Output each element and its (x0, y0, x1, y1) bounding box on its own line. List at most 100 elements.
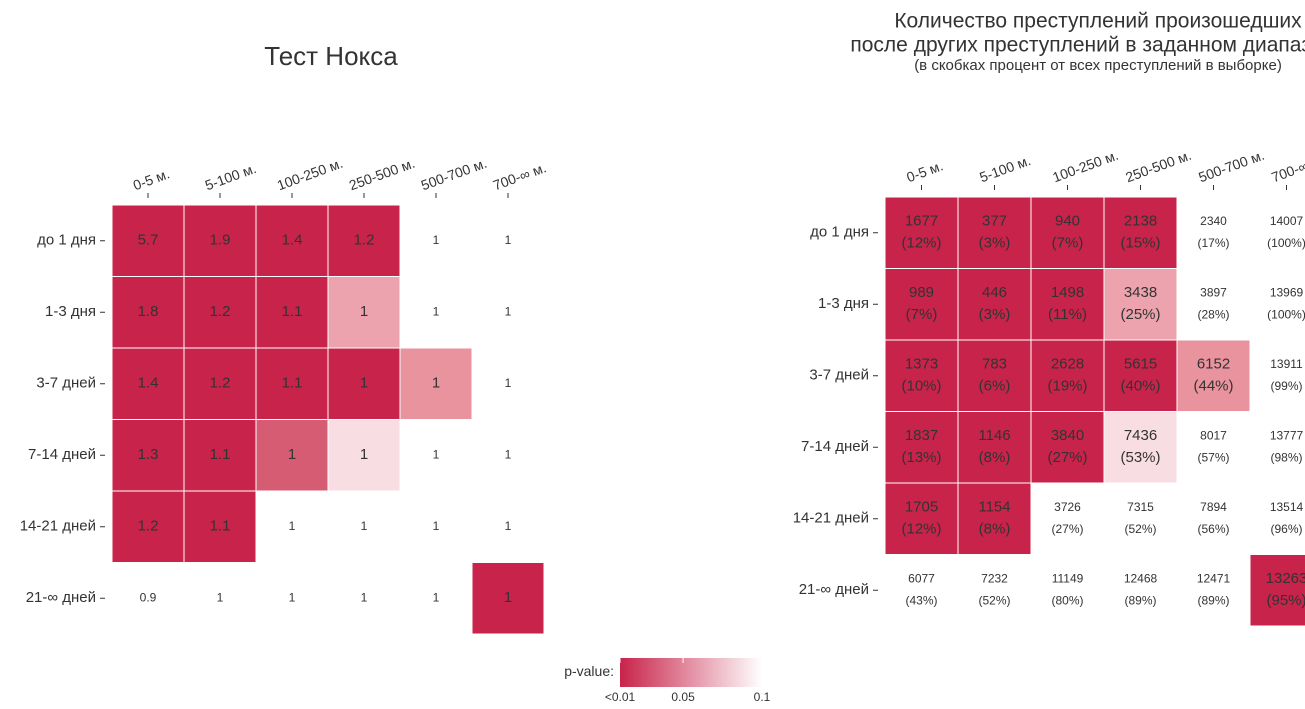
cell-value: 6152 (1197, 356, 1230, 373)
cell-value: 1705 (905, 499, 938, 516)
cell (958, 555, 1031, 627)
cell (183, 204, 257, 277)
cell (957, 339, 1032, 412)
cell-value: 1 (217, 590, 224, 604)
x-tick-label: 100-250 м. (1050, 147, 1120, 186)
cell-share: (52%) (978, 593, 1010, 607)
cell-value: 1 (433, 233, 440, 247)
cell-value: 0.9 (140, 590, 157, 604)
cell (111, 490, 185, 563)
cell (399, 347, 473, 420)
cell-share: (100%) (1267, 307, 1305, 321)
cell-value: 2628 (1051, 356, 1084, 373)
x-tick-label: 5-100 м. (203, 160, 258, 193)
chart-title: после других преступлений в заданном диа… (850, 34, 1305, 57)
cell-share: (28%) (1197, 307, 1229, 321)
legend-bar (620, 658, 762, 687)
cell-value: 1837 (905, 427, 938, 444)
cell-share: (3%) (979, 306, 1011, 323)
y-tick-label: 1-3 дня (45, 303, 96, 320)
cell-value: 1 (433, 304, 440, 318)
cell (957, 411, 1032, 484)
cell-share: (52%) (1124, 522, 1156, 536)
x-tick-label: 5-100 м. (977, 152, 1032, 185)
cell-share: (57%) (1197, 450, 1229, 464)
y-tick-label: до 1 дня (37, 232, 96, 249)
cell-value: 1.3 (138, 446, 159, 463)
cell-value: 377 (982, 213, 1007, 230)
x-tick-label: 0-5 м. (904, 157, 945, 185)
cell (1250, 197, 1305, 269)
cell-value: 1 (505, 376, 512, 390)
cell-share: (10%) (901, 378, 941, 395)
cell-share: (8%) (979, 449, 1011, 466)
cell-share: (80%) (1051, 593, 1083, 607)
cell-value: 7315 (1127, 500, 1154, 514)
cell (1030, 411, 1105, 484)
x-tick-label: 100-250 м. (275, 155, 345, 194)
cell (884, 196, 959, 269)
cell (183, 347, 257, 420)
cell (957, 482, 1032, 555)
y-tick-label: до 1 дня (810, 224, 869, 241)
cell-value: 13514 (1270, 500, 1304, 514)
x-tick-label: 700-∞ м. (1269, 151, 1305, 185)
cell-share: (53%) (1120, 449, 1160, 466)
cell-value: 940 (1055, 213, 1080, 230)
x-tick-label: 250-500 м. (1123, 147, 1193, 186)
cell-value: 1 (289, 519, 296, 533)
cell-value: 989 (909, 284, 934, 301)
chart-title: Тест Нокса (264, 41, 398, 71)
cell-value: 3840 (1051, 427, 1084, 444)
cell-value: 1 (505, 304, 512, 318)
cell (111, 347, 185, 420)
cell (884, 482, 959, 555)
x-tick-label: 500-700 м. (419, 155, 489, 194)
cell-share: (19%) (1047, 378, 1087, 395)
cell-value: 1.2 (210, 375, 231, 392)
cell (327, 419, 401, 492)
cell-value: 3726 (1054, 500, 1081, 514)
cell-value: 12471 (1197, 571, 1231, 585)
cell (111, 204, 185, 277)
cell-value: 7436 (1124, 427, 1157, 444)
cell-value: 1 (432, 375, 440, 392)
cell-value: 14007 (1270, 214, 1304, 228)
x-tick-label: 700-∞ м. (491, 159, 549, 193)
cell-share: (15%) (1120, 235, 1160, 252)
cell-share: (96%) (1270, 522, 1302, 536)
cell-value: 783 (982, 356, 1007, 373)
cell-value: 1 (433, 447, 440, 461)
cell-value: 3897 (1200, 285, 1227, 299)
cell-value: 6077 (908, 571, 935, 585)
cell-value: 1498 (1051, 284, 1084, 301)
cell-share: (95%) (1266, 592, 1305, 609)
cell (884, 339, 959, 412)
cell-value: 13263 (1266, 570, 1305, 587)
cell-value: 1 (361, 519, 368, 533)
cell-share: (3%) (979, 235, 1011, 252)
cell (471, 562, 545, 635)
cell (885, 555, 958, 627)
cell-value: 1 (360, 375, 368, 392)
x-tick-label: 250-500 м. (347, 155, 417, 194)
cell-value: 7894 (1200, 500, 1227, 514)
cell-share: (56%) (1197, 522, 1229, 536)
cell-share: (98%) (1270, 450, 1302, 464)
cell-value: 1.2 (354, 232, 375, 249)
cell-value: 7232 (981, 571, 1008, 585)
cell-value: 1 (505, 519, 512, 533)
cell (1176, 339, 1251, 412)
cell-value: 11149 (1052, 571, 1084, 585)
cell-share: (8%) (979, 521, 1011, 538)
cell (1250, 269, 1305, 341)
cell-share: (100%) (1267, 236, 1305, 250)
cell-share: (7%) (1052, 235, 1084, 252)
cell-value: 13969 (1270, 285, 1304, 299)
cell (1249, 554, 1305, 627)
cell (1250, 483, 1305, 555)
cell (1030, 268, 1105, 341)
cell (1103, 196, 1178, 269)
x-tick-label: 0-5 м. (131, 165, 172, 193)
